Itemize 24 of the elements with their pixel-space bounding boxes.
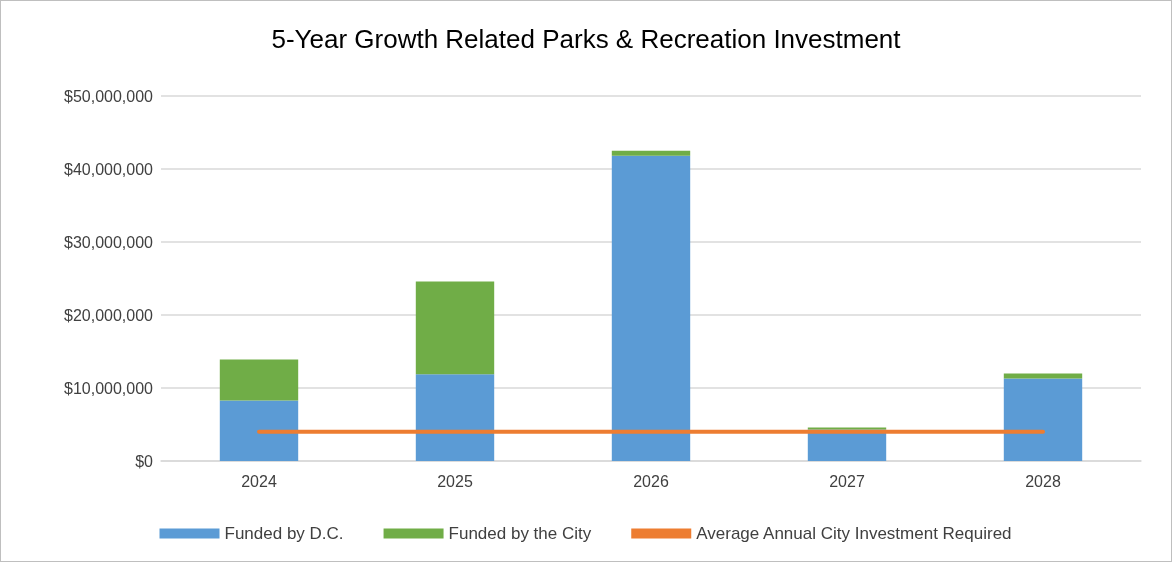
y-tick-label: $40,000,000	[64, 160, 154, 178]
x-tick-label: 2024	[241, 472, 277, 490]
bar	[1003, 378, 1083, 461]
bar	[415, 374, 495, 461]
x-tick-label: 2028	[1025, 472, 1061, 490]
y-tick-label: $20,000,000	[64, 306, 154, 324]
chart-title: 5-Year Growth Related Parks & Recreation Investment	[271, 24, 902, 54]
bar	[415, 281, 495, 375]
x-tick-label: 2027	[829, 472, 865, 490]
y-tick-label: $10,000,000	[64, 379, 154, 397]
y-tick-label: $0	[135, 452, 154, 470]
legend-label: Funded by D.C.	[224, 524, 344, 543]
bar	[611, 155, 691, 461]
y-tick-label: $50,000,000	[64, 87, 154, 105]
x-tick-label: 2025	[437, 472, 473, 490]
y-tick-label: $30,000,000	[64, 233, 154, 251]
legend-label: Average Annual City Investment Required	[696, 524, 1012, 543]
bar	[611, 150, 691, 156]
bar	[807, 427, 887, 430]
legend-label: Funded by the City	[448, 524, 592, 543]
bar	[219, 400, 299, 461]
bar	[1003, 373, 1083, 379]
x-tick-label: 2026	[633, 472, 669, 490]
bar	[219, 359, 299, 401]
